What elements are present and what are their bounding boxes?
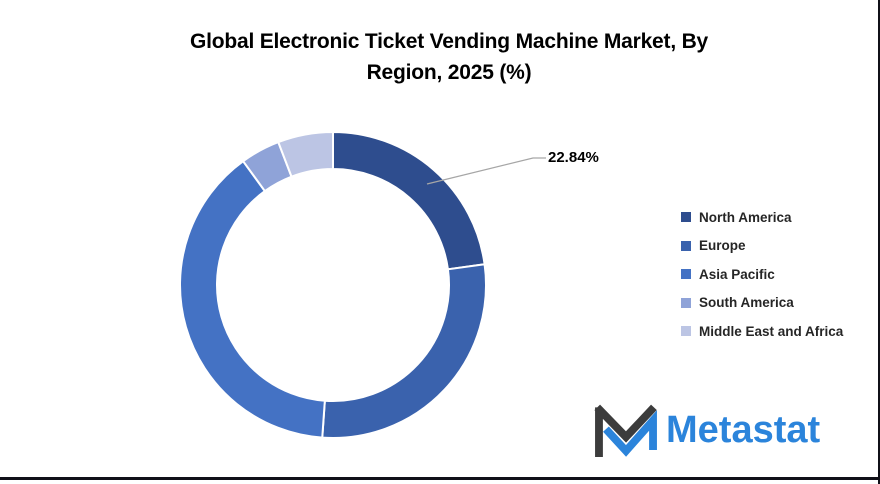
- legend-item: Europe: [681, 237, 843, 255]
- legend-label: Middle East and Africa: [699, 323, 844, 339]
- donut-segments: [179, 130, 487, 439]
- donut-segment-europe: [321, 263, 487, 439]
- legend-label: South America: [699, 295, 794, 310]
- legend-swatch: [681, 269, 691, 279]
- metastat-logo: Metastat: [592, 396, 820, 464]
- donut-segment-asia-pacific: [179, 159, 326, 439]
- legend-swatch: [681, 212, 691, 222]
- metastat-logo-icon: [594, 404, 657, 458]
- bottom-border: [0, 477, 878, 480]
- legend-label: Europe: [699, 238, 746, 253]
- donut-segment-north-america: [332, 130, 486, 271]
- legend-item: South America: [681, 294, 843, 312]
- legend-item: North America: [681, 208, 843, 226]
- chart-title-line1: Global Electronic Ticket Vending Machine…: [189, 30, 709, 53]
- legend-label: Asia Pacific: [699, 266, 775, 282]
- data-label-north-america: 22.84%: [548, 149, 599, 166]
- donut-segment-middle-east-and-africa: [276, 130, 334, 178]
- chart-title-line2: Region, 2025 (%): [366, 61, 532, 84]
- legend-swatch: [681, 240, 691, 251]
- callout-leader-line: [426, 157, 546, 185]
- chart-title: Global Electronic Ticket Vending Machine…: [20, 26, 878, 88]
- legend-swatch: [681, 297, 691, 308]
- legend-swatch: [681, 326, 691, 336]
- legend: North America Europe Asia Pacific South Ame…: [681, 208, 843, 351]
- legend-item: Middle East and Africa: [681, 322, 843, 340]
- legend-item: Asia Pacific: [681, 265, 843, 283]
- legend-label: North America: [699, 209, 792, 225]
- metastat-logo-text: Metastat: [666, 408, 821, 451]
